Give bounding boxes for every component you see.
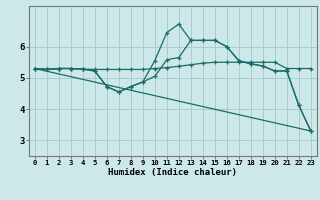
X-axis label: Humidex (Indice chaleur): Humidex (Indice chaleur): [108, 168, 237, 177]
